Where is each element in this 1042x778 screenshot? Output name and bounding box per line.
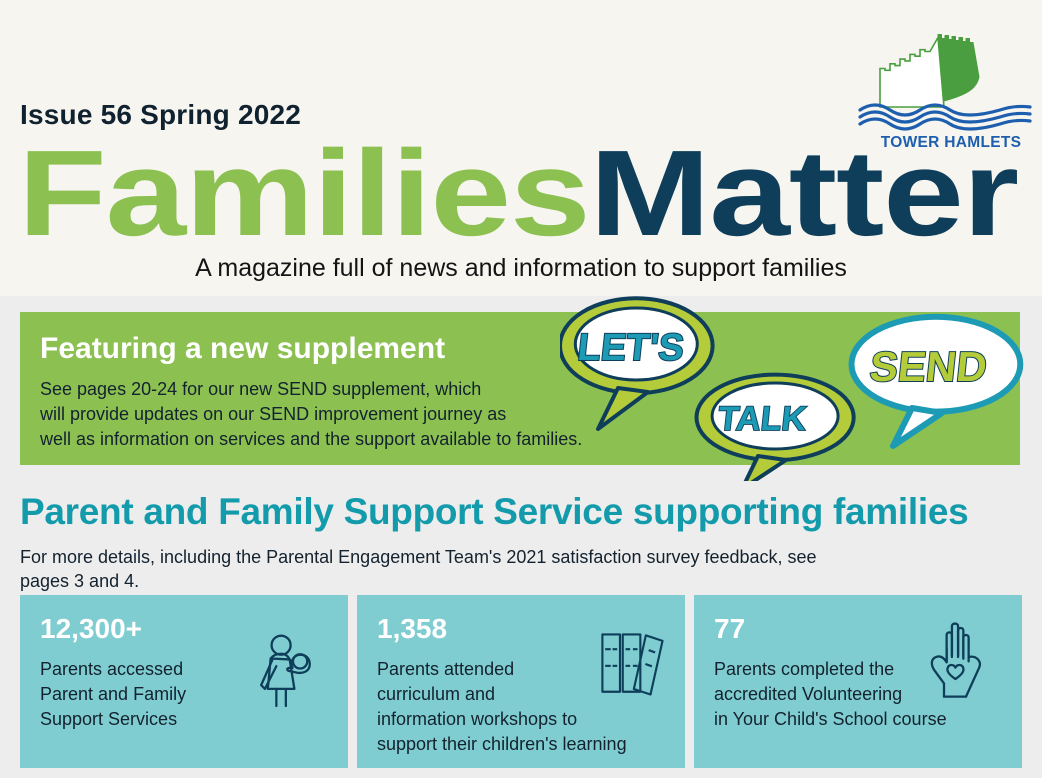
svg-text:LET'S: LET'S bbox=[576, 327, 687, 369]
svg-text:SEND: SEND bbox=[868, 343, 990, 390]
svg-text:TALK: TALK bbox=[716, 400, 808, 438]
